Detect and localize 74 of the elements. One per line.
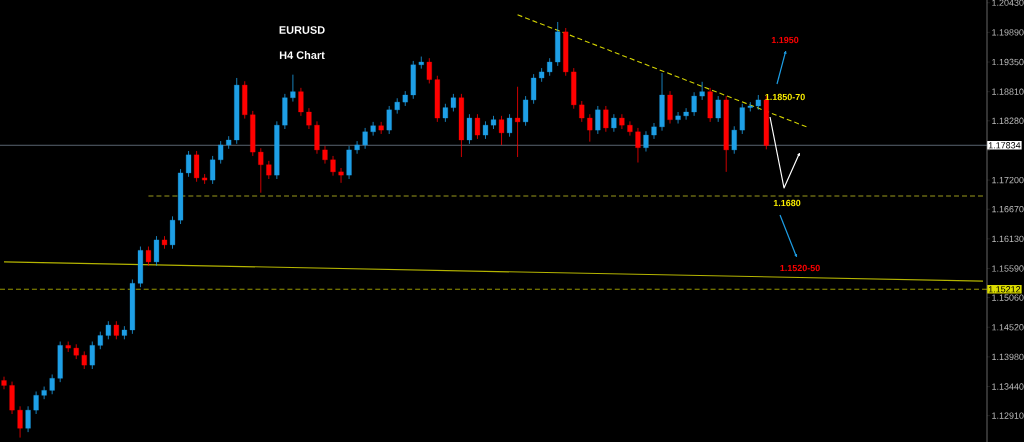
candlestick bbox=[579, 100, 585, 123]
text: H4 Chart bbox=[279, 50, 325, 60]
candlestick bbox=[306, 107, 312, 130]
candlestick bbox=[370, 121, 376, 137]
candlestick bbox=[354, 140, 360, 155]
candlestick bbox=[715, 95, 721, 123]
annotation: 1.1950 bbox=[771, 36, 799, 44]
candlestick bbox=[515, 86, 521, 158]
candlestick bbox=[466, 113, 472, 145]
ref-line-label: 1.15212 bbox=[988, 286, 1021, 293]
candlestick bbox=[266, 160, 272, 180]
candlestick bbox=[145, 246, 152, 267]
annotation: 1.1520-50 bbox=[780, 264, 820, 272]
y-tick-label: 1.13980 bbox=[992, 353, 1024, 361]
candlestick bbox=[474, 113, 481, 140]
candlestick bbox=[1, 376, 7, 390]
candlestick bbox=[330, 155, 336, 177]
candlestick bbox=[627, 120, 633, 137]
y-tick-label: 1.14520 bbox=[992, 324, 1024, 331]
candlestick bbox=[595, 105, 601, 135]
text: EURUSD bbox=[279, 26, 325, 34]
ref-line-label: 1.17834 bbox=[988, 142, 1021, 149]
candlestick bbox=[33, 391, 39, 415]
candlestick bbox=[210, 155, 216, 185]
candlestick bbox=[523, 95, 529, 127]
candlestick bbox=[507, 113, 513, 138]
candlestick bbox=[362, 127, 368, 150]
candlestick bbox=[298, 87, 304, 117]
candlestick bbox=[731, 125, 737, 155]
candlestick bbox=[587, 113, 593, 143]
candlestick bbox=[338, 167, 344, 184]
y-tick-label: 1.17200 bbox=[992, 176, 1024, 184]
candlestick bbox=[498, 115, 505, 146]
annotation: 1.1680 bbox=[773, 199, 801, 207]
candlestick bbox=[153, 235, 160, 267]
candlestick bbox=[25, 405, 31, 433]
y-tick-label: 1.19890 bbox=[992, 29, 1024, 36]
candlestick bbox=[603, 105, 609, 133]
candlestick bbox=[218, 140, 224, 165]
candlestick bbox=[635, 127, 641, 163]
candlestick bbox=[691, 91, 697, 117]
candlestick bbox=[675, 111, 681, 124]
y-tick-label: 1.16670 bbox=[992, 206, 1024, 213]
candlestick bbox=[17, 405, 23, 439]
y-tick-label: 1.19350 bbox=[992, 58, 1024, 66]
candlestick bbox=[194, 150, 200, 183]
y-tick-label: 1.15060 bbox=[992, 294, 1024, 301]
candlestick bbox=[113, 320, 119, 340]
candlestick bbox=[699, 81, 705, 101]
candlestick bbox=[41, 386, 47, 400]
candlestick bbox=[49, 374, 55, 395]
candlestick bbox=[322, 145, 328, 165]
candlestick bbox=[105, 320, 111, 340]
candlestick bbox=[531, 73, 537, 105]
candlestick bbox=[89, 341, 95, 370]
candlestick bbox=[186, 150, 192, 178]
annotation: 1.1850-70 bbox=[765, 93, 805, 101]
y-tick-label: 1.18810 bbox=[992, 88, 1024, 95]
candlestick bbox=[290, 74, 296, 102]
y-tick-label: 1.12910 bbox=[992, 412, 1024, 419]
candlestick bbox=[683, 107, 689, 121]
candlestick bbox=[426, 57, 432, 84]
y-tick-label: 1.18280 bbox=[992, 117, 1024, 124]
y-tick-label: 1.13440 bbox=[992, 383, 1024, 390]
candlestick bbox=[651, 122, 657, 140]
candlestick bbox=[643, 130, 649, 152]
y-tick-label: 1.16130 bbox=[992, 235, 1024, 243]
candlestick bbox=[619, 113, 625, 130]
candlestick bbox=[386, 105, 392, 135]
candlestick bbox=[258, 147, 264, 194]
candlestick bbox=[442, 103, 448, 123]
y-tick-label: 1.20430 bbox=[992, 0, 1024, 6]
candlestick bbox=[739, 103, 745, 135]
y-tick-label: 1.15590 bbox=[992, 265, 1024, 272]
